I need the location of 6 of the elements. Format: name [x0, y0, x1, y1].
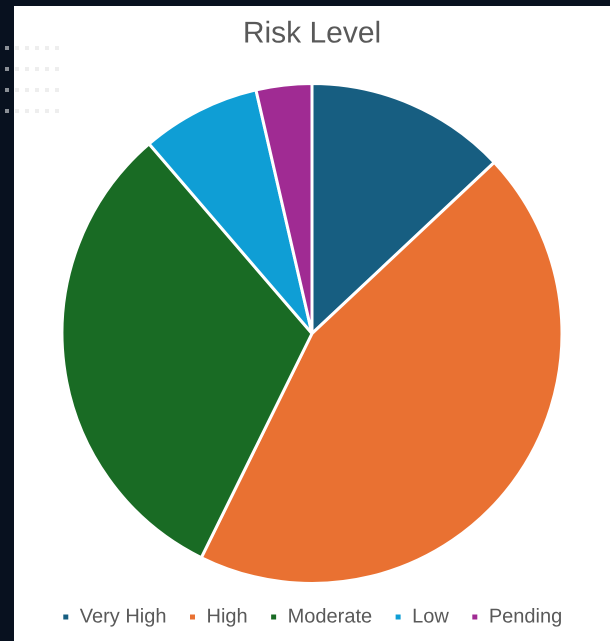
- legend-label: High: [206, 606, 248, 628]
- legend-label: Very High: [80, 606, 167, 628]
- legend-label: Pending: [488, 606, 562, 628]
- legend-label: Moderate: [288, 606, 372, 628]
- legend-label: Low: [412, 606, 450, 628]
- chart-title: Risk Level: [242, 16, 382, 50]
